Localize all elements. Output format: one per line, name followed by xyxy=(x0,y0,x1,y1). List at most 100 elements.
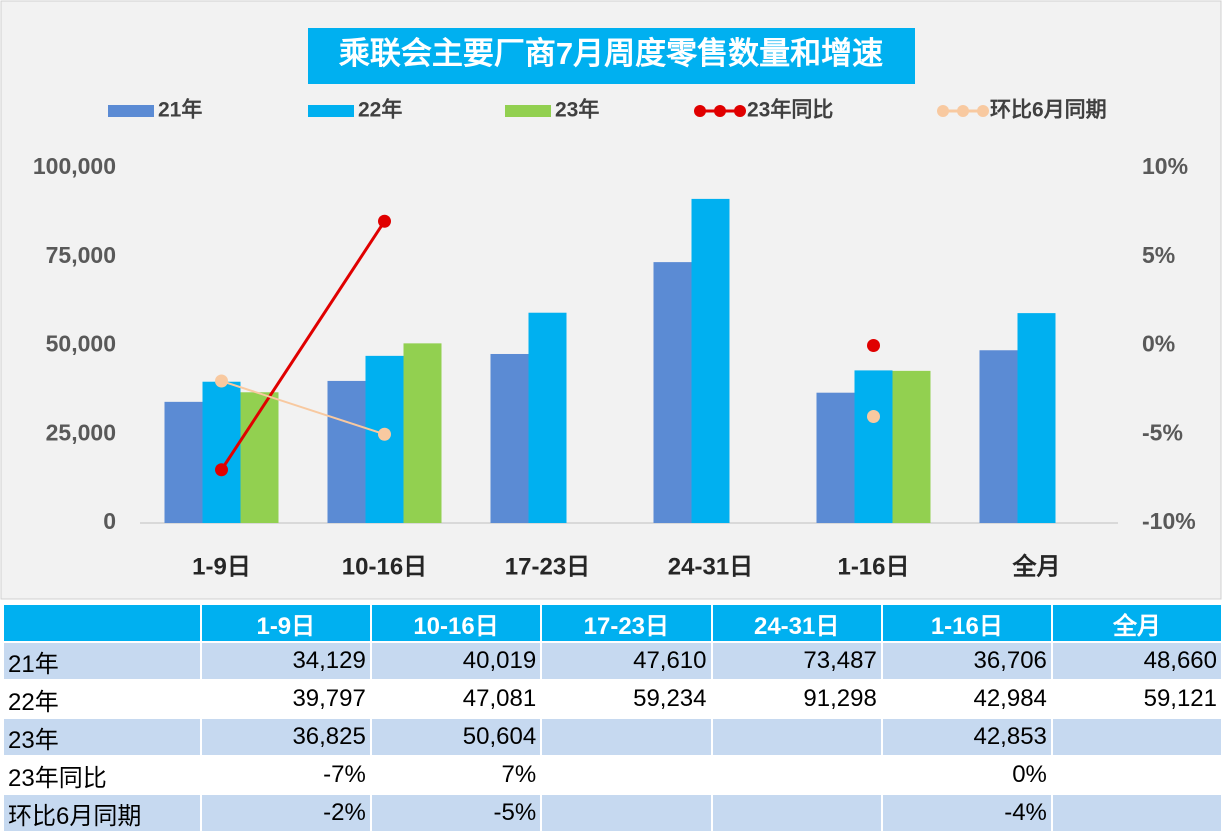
bar xyxy=(528,312,567,523)
table-cell: -4% xyxy=(880,793,1053,833)
legend-label: 23年同比 xyxy=(747,98,833,122)
y2-tick-label: 5% xyxy=(1142,242,1175,268)
table-cell: 36,706 xyxy=(880,641,1053,681)
table-header-cell: 24-31日 xyxy=(710,603,883,643)
table-header-cell: 1-9日 xyxy=(199,603,372,643)
legend-swatch xyxy=(308,105,354,117)
bar xyxy=(240,392,279,523)
table-cell xyxy=(710,755,883,795)
table-cell: 42,853 xyxy=(880,717,1053,757)
table-cell: 91,298 xyxy=(710,679,883,719)
table-cell: 42,984 xyxy=(880,679,1053,719)
legend-marker xyxy=(977,105,989,117)
table-cell: -2% xyxy=(199,793,372,833)
table-cell: 59,234 xyxy=(540,679,713,719)
x-tick-label: 1-9日 xyxy=(192,553,251,580)
bar xyxy=(691,198,730,524)
x-tick-label: 24-31日 xyxy=(668,553,753,580)
table-corner xyxy=(2,603,202,643)
table-header-cell: 全月 xyxy=(1050,603,1223,643)
table-header-cell: 1-16日 xyxy=(880,603,1053,643)
legend-marker xyxy=(694,105,706,117)
bar xyxy=(979,350,1018,523)
table-cell: 48,660 xyxy=(1050,641,1223,681)
chart: 乘联会主要厂商7月周度零售数量和增速 0 25,000 50,000 75,000 10… xyxy=(0,0,1222,600)
y-tick-label: 50,000 xyxy=(46,331,116,357)
legend-label: 22年 xyxy=(358,98,402,122)
row-label: 环比6月同期 xyxy=(2,793,202,833)
table-cell: 34,129 xyxy=(199,641,372,681)
table-cell xyxy=(1050,755,1223,795)
legend-label: 21年 xyxy=(158,98,202,122)
table-cell: 47,610 xyxy=(540,641,713,681)
bar xyxy=(892,370,931,523)
table-cell: 36,825 xyxy=(199,717,372,757)
row-label: 23年同比 xyxy=(2,755,202,795)
table-header-row: 1-9日 10-16日 17-23日 24-31日 1-16日 全月 xyxy=(2,603,1223,643)
table-row: 环比6月同期 -2% -5% -4% xyxy=(2,793,1223,833)
table-cell xyxy=(1050,717,1223,757)
bar xyxy=(1017,313,1056,523)
legend-marker xyxy=(734,105,746,117)
bar xyxy=(490,353,529,523)
row-label: 23年 xyxy=(2,717,202,757)
table-cell xyxy=(540,717,713,757)
line-marker xyxy=(378,427,391,441)
table-row: 22年 39,797 47,081 59,234 91,298 42,984 59,121 xyxy=(2,679,1223,719)
data-table: 1-9日 10-16日 17-23日 24-31日 1-16日 全月 21年 34,129 40… xyxy=(2,603,1223,833)
table-cell: 0% xyxy=(880,755,1053,795)
table-header-cell: 17-23日 xyxy=(540,603,713,643)
y-tick-label: 75,000 xyxy=(46,242,116,268)
table-cell xyxy=(540,755,713,795)
x-tick-label: 1-16日 xyxy=(837,553,909,580)
y2-tick-label: -10% xyxy=(1142,508,1196,534)
title-box xyxy=(308,28,915,84)
table-cell xyxy=(1050,793,1223,833)
y2-tick-label: 10% xyxy=(1142,153,1188,179)
table-row: 21年 34,129 40,019 47,610 73,487 36,706 48,660 xyxy=(2,641,1223,681)
table-cell xyxy=(710,717,883,757)
x-tick-label: 10-16日 xyxy=(342,553,427,580)
legend-marker xyxy=(937,105,949,117)
x-tick-label: 17-23日 xyxy=(505,553,590,580)
line-marker xyxy=(215,374,228,388)
line-marker xyxy=(867,339,880,352)
bar xyxy=(816,392,855,523)
row-label: 22年 xyxy=(2,679,202,719)
table-cell: 50,604 xyxy=(369,717,543,757)
table-cell: -5% xyxy=(369,793,543,833)
table-header-cell: 10-16日 xyxy=(369,603,543,643)
bar xyxy=(653,262,692,523)
table-cell: 39,797 xyxy=(199,679,372,719)
table-cell: 7% xyxy=(369,755,543,795)
bar xyxy=(164,401,203,523)
table-cell: 73,487 xyxy=(710,641,883,681)
line-marker xyxy=(867,410,880,423)
table-cell: 59,121 xyxy=(1050,679,1223,719)
bar xyxy=(403,343,442,523)
legend-swatch xyxy=(108,105,154,117)
table-row: 23年 36,825 50,604 42,853 xyxy=(2,717,1223,757)
table-row: 23年同比 -7% 7% 0% xyxy=(2,755,1223,795)
y-tick-label: 100,000 xyxy=(33,153,116,179)
legend-label: 环比6月同期 xyxy=(990,99,1107,122)
chart-title: 乘联会主要厂商7月周度零售数量和增速 xyxy=(339,36,883,71)
table-cell: -7% xyxy=(199,755,372,795)
y-tick-label: 0 xyxy=(103,508,116,534)
table-cell: 47,081 xyxy=(369,679,543,719)
bar xyxy=(202,381,241,523)
legend-label: 23年 xyxy=(555,98,599,122)
line-marker xyxy=(378,214,391,228)
x-tick-label: 全月 xyxy=(1012,552,1061,580)
legend-marker xyxy=(714,105,726,117)
y2-tick-label: 0% xyxy=(1142,331,1175,357)
line-marker xyxy=(215,463,228,477)
row-label: 21年 xyxy=(2,641,202,681)
y2-tick-label: -5% xyxy=(1142,419,1183,445)
legend-swatch xyxy=(505,105,551,117)
bar xyxy=(327,380,366,523)
table-cell: 40,019 xyxy=(369,641,543,681)
table-cell xyxy=(540,793,713,833)
legend-marker xyxy=(957,105,969,117)
